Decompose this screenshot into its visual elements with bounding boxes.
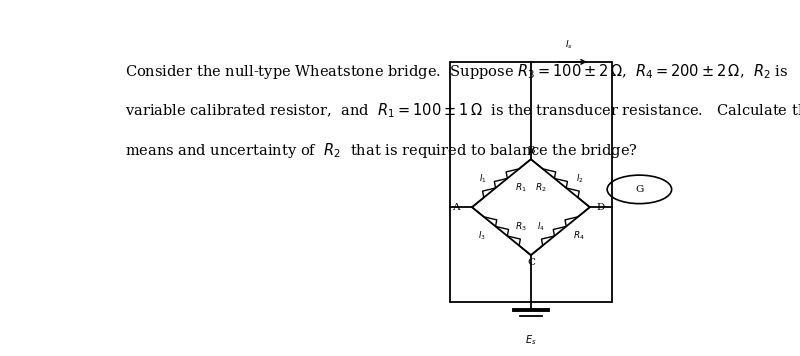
Text: A: A — [452, 203, 459, 212]
Text: $I_1$: $I_1$ — [478, 172, 486, 185]
Text: $R_2$: $R_2$ — [535, 182, 547, 194]
Text: $I_4$: $I_4$ — [538, 220, 546, 233]
Text: means and uncertainty of  $R_2$  that is required to balance the bridge?: means and uncertainty of $R_2$ that is r… — [125, 141, 638, 161]
Text: Consider the null-type Wheatstone bridge.  Suppose $R_3 = 100 \pm 2\,\Omega$,  $: Consider the null-type Wheatstone bridge… — [125, 62, 788, 81]
Text: $R_3$: $R_3$ — [514, 220, 526, 233]
Text: $I_3$: $I_3$ — [478, 230, 486, 242]
Text: $I_s$: $I_s$ — [566, 38, 574, 51]
Text: $R_1$: $R_1$ — [514, 182, 526, 194]
Text: B: B — [527, 146, 534, 155]
Text: G: G — [635, 185, 643, 194]
Text: $I_2$: $I_2$ — [576, 172, 583, 185]
Text: D: D — [596, 203, 604, 212]
Text: C: C — [527, 258, 535, 267]
Text: variable calibrated resistor,  and  $R_1 = 100 \pm 1\,\Omega$  is the transducer: variable calibrated resistor, and $R_1 =… — [125, 102, 800, 120]
Text: $E_s$: $E_s$ — [525, 333, 537, 347]
Text: $R_4$: $R_4$ — [574, 230, 586, 242]
